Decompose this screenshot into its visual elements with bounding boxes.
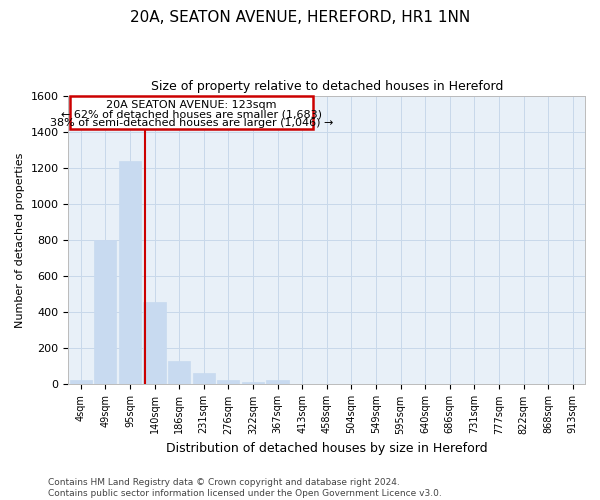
Bar — [119, 160, 141, 384]
Bar — [143, 302, 166, 384]
Y-axis label: Number of detached properties: Number of detached properties — [15, 152, 25, 328]
Text: 20A SEATON AVENUE: 123sqm: 20A SEATON AVENUE: 123sqm — [106, 100, 277, 110]
Title: Size of property relative to detached houses in Hereford: Size of property relative to detached ho… — [151, 80, 503, 93]
Bar — [217, 380, 239, 384]
Bar — [94, 240, 116, 384]
Bar — [70, 380, 92, 384]
FancyBboxPatch shape — [70, 96, 313, 129]
Text: 20A, SEATON AVENUE, HEREFORD, HR1 1NN: 20A, SEATON AVENUE, HEREFORD, HR1 1NN — [130, 10, 470, 25]
X-axis label: Distribution of detached houses by size in Hereford: Distribution of detached houses by size … — [166, 442, 488, 455]
Text: Contains HM Land Registry data © Crown copyright and database right 2024.
Contai: Contains HM Land Registry data © Crown c… — [48, 478, 442, 498]
Bar — [193, 372, 215, 384]
Text: 38% of semi-detached houses are larger (1,046) →: 38% of semi-detached houses are larger (… — [50, 118, 333, 128]
Bar — [168, 361, 190, 384]
Bar — [266, 380, 289, 384]
Text: ← 62% of detached houses are smaller (1,683): ← 62% of detached houses are smaller (1,… — [61, 109, 322, 119]
Bar — [242, 382, 264, 384]
